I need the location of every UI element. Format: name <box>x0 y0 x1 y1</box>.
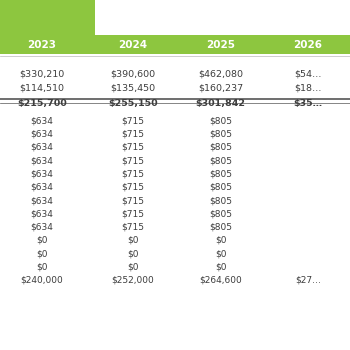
Text: $715: $715 <box>121 223 145 232</box>
Text: $634: $634 <box>30 116 54 125</box>
Text: $240,000: $240,000 <box>21 276 63 285</box>
Text: $805: $805 <box>209 143 232 152</box>
Text: $715: $715 <box>121 196 145 205</box>
Text: 2024: 2024 <box>118 40 148 50</box>
Text: $54…: $54… <box>294 69 322 78</box>
Text: $715: $715 <box>121 209 145 218</box>
Text: $18…: $18… <box>294 84 322 93</box>
Text: $805: $805 <box>209 196 232 205</box>
Text: $634: $634 <box>30 130 54 139</box>
Bar <box>0 35 350 54</box>
Text: $715: $715 <box>121 143 145 152</box>
Text: $805: $805 <box>209 209 232 218</box>
Text: $0: $0 <box>127 249 139 258</box>
Text: $715: $715 <box>121 130 145 139</box>
Text: $634: $634 <box>30 223 54 232</box>
Text: $255,150: $255,150 <box>108 99 158 108</box>
Text: $264,600: $264,600 <box>199 276 242 285</box>
Text: $0: $0 <box>215 262 226 272</box>
Text: 2025: 2025 <box>206 40 235 50</box>
Text: $135,450: $135,450 <box>111 84 155 93</box>
Text: $634: $634 <box>30 156 54 165</box>
Text: $634: $634 <box>30 143 54 152</box>
Text: $0: $0 <box>36 262 48 272</box>
Text: $160,237: $160,237 <box>198 84 243 93</box>
Text: $805: $805 <box>209 116 232 125</box>
Text: $805: $805 <box>209 183 232 192</box>
Text: $805: $805 <box>209 156 232 165</box>
Text: $0: $0 <box>127 236 139 245</box>
Text: $0: $0 <box>36 236 48 245</box>
Text: $634: $634 <box>30 169 54 178</box>
Text: $634: $634 <box>30 209 54 218</box>
Text: 2026: 2026 <box>294 40 322 50</box>
Text: $715: $715 <box>121 156 145 165</box>
Text: $35…: $35… <box>293 99 323 108</box>
Text: $27…: $27… <box>295 276 321 285</box>
Text: $715: $715 <box>121 116 145 125</box>
Text: $0: $0 <box>215 249 226 258</box>
Text: $715: $715 <box>121 169 145 178</box>
Text: $0: $0 <box>215 236 226 245</box>
Text: $805: $805 <box>209 169 232 178</box>
Text: $330,210: $330,210 <box>19 69 65 78</box>
Text: $215,700: $215,700 <box>17 99 67 108</box>
Text: $805: $805 <box>209 130 232 139</box>
Text: $634: $634 <box>30 196 54 205</box>
Text: $0: $0 <box>36 249 48 258</box>
Text: $634: $634 <box>30 183 54 192</box>
Text: $114,510: $114,510 <box>20 84 64 93</box>
Text: $0: $0 <box>127 262 139 272</box>
Text: $805: $805 <box>209 223 232 232</box>
Text: $462,080: $462,080 <box>198 69 243 78</box>
Bar <box>0 0 94 42</box>
Text: $390,600: $390,600 <box>111 69 155 78</box>
Text: $301,842: $301,842 <box>196 99 245 108</box>
Text: $252,000: $252,000 <box>112 276 154 285</box>
Text: $715: $715 <box>121 183 145 192</box>
Text: 2023: 2023 <box>28 40 56 50</box>
